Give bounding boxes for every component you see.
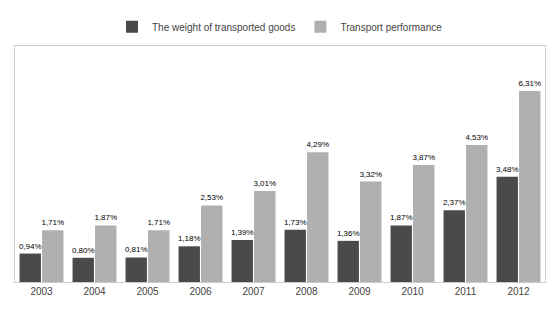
svg-text:2008: 2008 bbox=[295, 286, 318, 297]
svg-text:2012: 2012 bbox=[507, 286, 530, 297]
svg-text:0,81%: 0,81% bbox=[125, 245, 148, 254]
svg-text:1,87%: 1,87% bbox=[94, 213, 117, 222]
svg-text:Transport performance: Transport performance bbox=[340, 22, 442, 33]
svg-text:1,39%: 1,39% bbox=[231, 228, 254, 237]
svg-text:2004: 2004 bbox=[83, 286, 106, 297]
svg-text:4,29%: 4,29% bbox=[306, 140, 329, 149]
svg-text:1,87%: 1,87% bbox=[390, 213, 413, 222]
svg-text:3,87%: 3,87% bbox=[412, 153, 435, 162]
svg-text:2,53%: 2,53% bbox=[200, 193, 223, 202]
svg-text:4,53%: 4,53% bbox=[465, 133, 488, 142]
svg-text:6,31%: 6,31% bbox=[518, 79, 541, 88]
svg-text:2003: 2003 bbox=[30, 286, 53, 297]
svg-text:3,01%: 3,01% bbox=[253, 179, 276, 188]
svg-text:2009: 2009 bbox=[348, 286, 371, 297]
svg-text:1,71%: 1,71% bbox=[147, 218, 170, 227]
svg-text:2007: 2007 bbox=[242, 286, 265, 297]
svg-text:The weight of transported good: The weight of transported goods bbox=[152, 22, 295, 33]
svg-text:1,18%: 1,18% bbox=[178, 234, 201, 243]
svg-text:2010: 2010 bbox=[401, 286, 424, 297]
svg-text:0,94%: 0,94% bbox=[19, 242, 42, 251]
svg-text:2011: 2011 bbox=[455, 286, 477, 297]
svg-text:0,80%: 0,80% bbox=[72, 246, 95, 255]
svg-text:3,32%: 3,32% bbox=[359, 170, 382, 179]
svg-text:2006: 2006 bbox=[189, 286, 212, 297]
svg-text:1,71%: 1,71% bbox=[41, 218, 64, 227]
svg-text:1,36%: 1,36% bbox=[337, 229, 360, 238]
svg-text:2,37%: 2,37% bbox=[443, 198, 466, 207]
svg-text:2005: 2005 bbox=[136, 286, 159, 297]
svg-text:3,48%: 3,48% bbox=[496, 165, 519, 174]
svg-text:1,73%: 1,73% bbox=[284, 218, 307, 227]
